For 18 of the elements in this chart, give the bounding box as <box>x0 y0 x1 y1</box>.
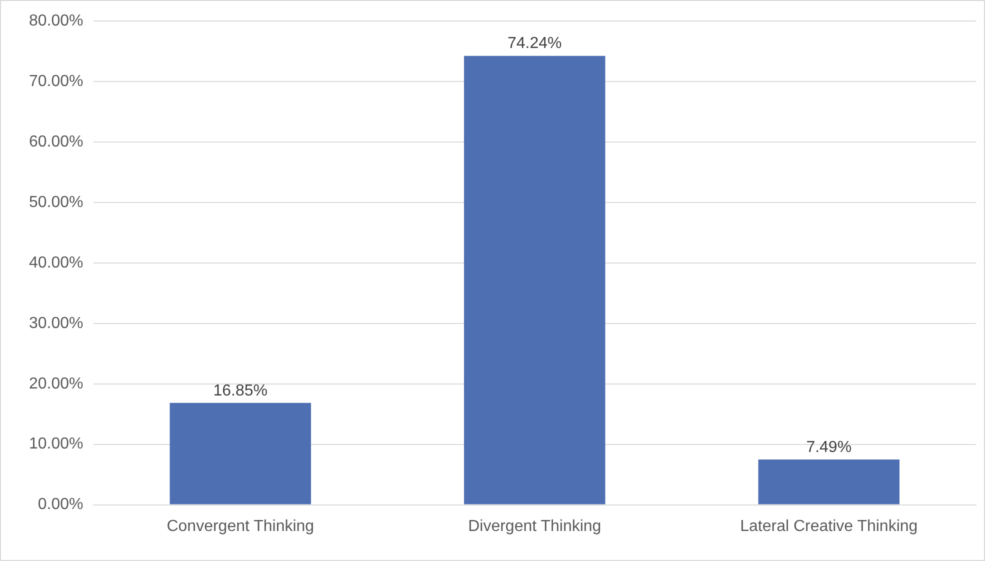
y-tick-label: 20.00% <box>29 375 84 392</box>
y-tick-label: 0.00% <box>38 496 84 514</box>
y-tick-label: 10.00% <box>29 436 84 453</box>
y-tick-label: 70.00% <box>29 72 84 90</box>
bar <box>758 460 900 504</box>
y-tick-label: 40.00% <box>29 254 84 272</box>
data-label: 74.24% <box>508 35 562 52</box>
data-label: 16.85% <box>213 382 268 400</box>
x-tick-label: Convergent Thinking <box>166 518 314 535</box>
y-tick-label: 50.00% <box>29 194 84 211</box>
x-tick-label: Divergent Thinking <box>468 518 602 535</box>
y-tick-label: 80.00% <box>29 12 84 30</box>
bar <box>464 56 606 504</box>
bar <box>170 402 312 504</box>
x-tick-label: Lateral Creative Thinking <box>740 518 918 535</box>
data-label: 7.49% <box>806 438 852 456</box>
y-tick-label: 60.00% <box>29 133 84 150</box>
y-tick-label: 30.00% <box>29 314 84 332</box>
